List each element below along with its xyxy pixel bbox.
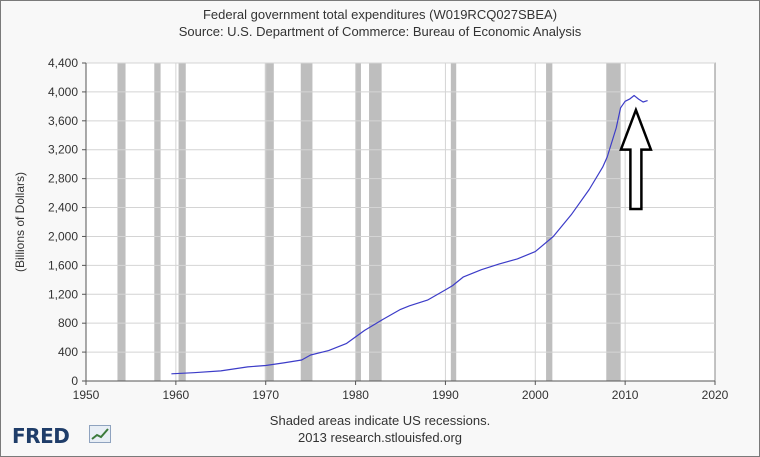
series-line-0 [171, 94, 648, 375]
recession-band-8 [546, 63, 553, 381]
y-tick-label-2: 800 [58, 316, 78, 330]
recession-layer [117, 63, 621, 381]
y-tick-label-5: 2,000 [48, 229, 78, 243]
y-tick-label-0: 0 [71, 374, 78, 388]
recession-note: Shaded areas indicate US recessions. [269, 413, 491, 428]
x-tick-label-0: 1950 [73, 388, 100, 402]
fred-logo-chart-icon [89, 425, 111, 443]
x-tick-label-6: 2010 [612, 388, 639, 402]
y-tick-label-8: 3,200 [48, 143, 78, 157]
chart-title: Federal government total expenditures (W… [202, 7, 558, 22]
recession-band-5 [355, 63, 361, 381]
recession-band-9 [606, 63, 621, 381]
source-credit: 2013 research.stlouisfed.org [297, 430, 463, 445]
axis-layer: 0 400 800 1,200 1,600 2,000 2,400 2,800 3,200 3,6… [48, 56, 729, 402]
x-tick-label-3: 1980 [342, 388, 369, 402]
chart-subtitle: Source: U.S. Department of Commerce: Bur… [178, 24, 582, 39]
y-tick-label-9: 3,600 [48, 114, 78, 128]
y-tick-label-10: 4,000 [48, 85, 78, 99]
y-tick-label-6: 2,400 [48, 201, 78, 215]
line-layer [171, 94, 648, 375]
grid-layer [86, 62, 715, 381]
x-tick-label-7: 2020 [702, 388, 729, 402]
recession-band-7 [450, 63, 457, 381]
annotation-arrow-0 [619, 106, 653, 211]
recession-band-0 [117, 63, 126, 381]
recession-band-4 [300, 63, 313, 381]
recession-band-1 [154, 63, 161, 381]
y-axis-label: (Billions of Dollars) [13, 172, 27, 272]
x-tick-label-1: 1960 [163, 388, 190, 402]
x-tick-label-5: 2000 [522, 388, 549, 402]
y-tick-label-11: 4,400 [48, 56, 78, 70]
recession-band-3 [264, 63, 274, 381]
x-tick-label-4: 1990 [432, 388, 459, 402]
y-tick-label-3: 1,200 [48, 287, 78, 301]
y-tick-label-7: 2,800 [48, 172, 78, 186]
fred-logo[interactable]: FRED [12, 424, 70, 448]
y-tick-label-4: 1,600 [48, 258, 78, 272]
x-tick-label-2: 1970 [252, 388, 279, 402]
annotation-layer [619, 106, 653, 211]
recession-band-2 [178, 63, 186, 381]
recession-band-6 [369, 63, 382, 381]
y-tick-label-1: 400 [58, 345, 78, 359]
